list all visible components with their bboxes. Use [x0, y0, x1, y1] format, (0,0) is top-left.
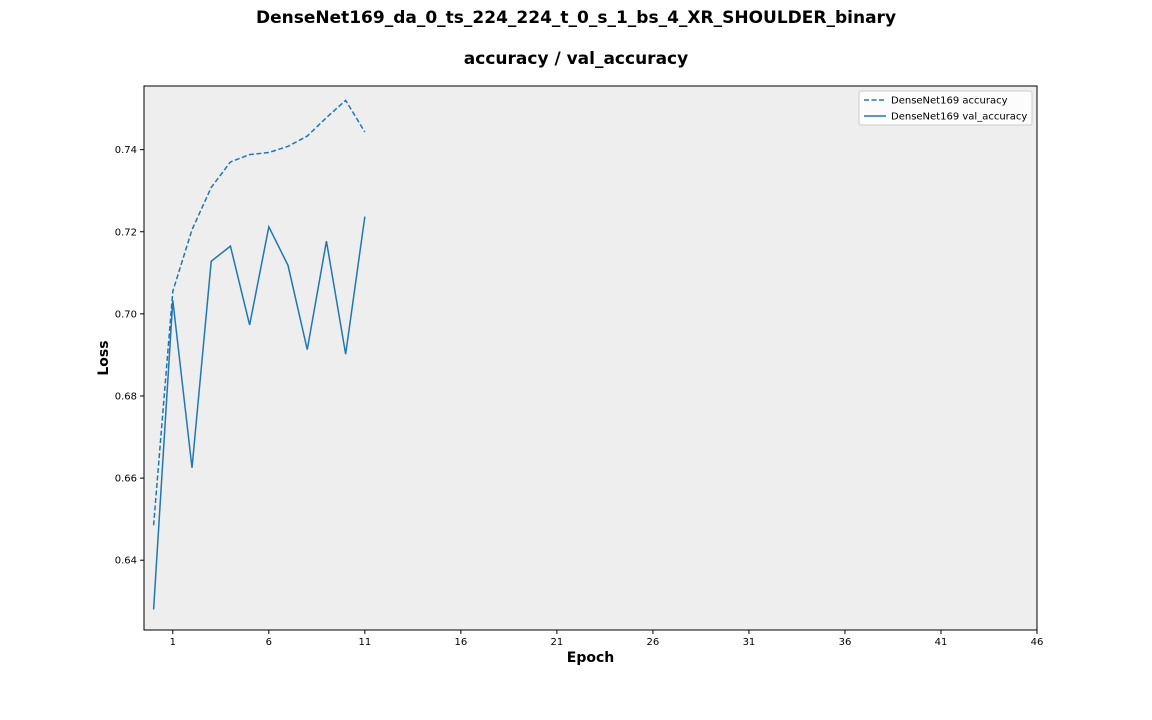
x-tick-label: 11 — [358, 637, 371, 648]
y-tick-label: 0.70 — [115, 309, 137, 320]
legend: DenseNet169 accuracy DenseNet169 val_accu… — [858, 90, 1033, 126]
chart-title: DenseNet169_da_0_ts_224_224_t_0_s_1_bs_4… — [255, 8, 897, 28]
legend-label-2: DenseNet169 val_accuracy — [891, 112, 1027, 123]
y-axis-label: Loss — [96, 340, 112, 375]
x-tick-label: 41 — [935, 637, 948, 648]
y-tick-label: 0.64 — [115, 556, 137, 567]
y-tick-label: 0.66 — [115, 474, 137, 485]
x-tick-label: 1 — [170, 637, 176, 648]
x-tick-label: 21 — [551, 637, 564, 648]
plot-area — [143, 85, 1038, 631]
series-lines — [152, 99, 366, 610]
axis-ticks: 1 6 11 16 21 26 31 36 41 460.640.660.680.700.720.… — [115, 145, 1044, 648]
legend-label-1: DenseNet169 accuracy — [891, 96, 1008, 107]
legend-box — [858, 90, 1033, 126]
y-tick-label: 0.72 — [115, 227, 137, 238]
x-tick-label: 31 — [743, 637, 756, 648]
y-tick-label: 0.68 — [115, 391, 137, 402]
y-tick-label: 0.74 — [115, 145, 137, 156]
series-line-1 — [152, 99, 366, 526]
chart-subtitle: accuracy / val_accuracy — [463, 49, 689, 69]
x-tick-label: 16 — [455, 637, 468, 648]
x-tick-label: 36 — [839, 637, 852, 648]
x-tick-label: 6 — [266, 637, 272, 648]
x-tick-label: 26 — [647, 637, 660, 648]
series-line-2 — [152, 216, 366, 610]
x-axis-label: Epoch — [567, 650, 614, 666]
x-tick-label: 46 — [1031, 637, 1044, 648]
